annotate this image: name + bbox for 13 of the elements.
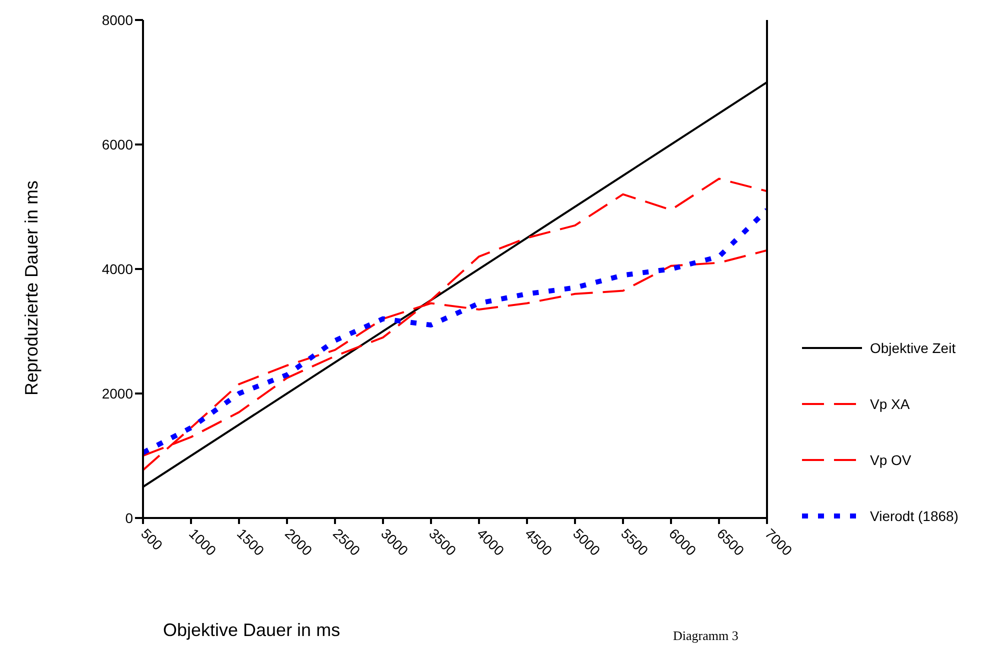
- x-axis-title: Objektive Dauer in ms: [163, 620, 340, 641]
- text: Diagramm 3: [673, 628, 738, 644]
- y-tick-label: 0: [125, 510, 134, 526]
- y-axis-title: Reproduzierte Dauer in ms: [22, 180, 42, 396]
- legend-label: Vp XA: [870, 396, 910, 412]
- legend-label: Objektive Zeit: [870, 340, 956, 356]
- y-tick-label: 4000: [102, 260, 134, 277]
- y-tick-label: 8000: [102, 12, 134, 28]
- y-tick-label: 2000: [102, 385, 134, 402]
- legend-label: Vierodt (1868): [870, 508, 958, 524]
- x-tick-label: 500: [138, 525, 166, 554]
- y-tick-label: 6000: [102, 136, 134, 152]
- legend-label: Vp OV: [870, 452, 912, 468]
